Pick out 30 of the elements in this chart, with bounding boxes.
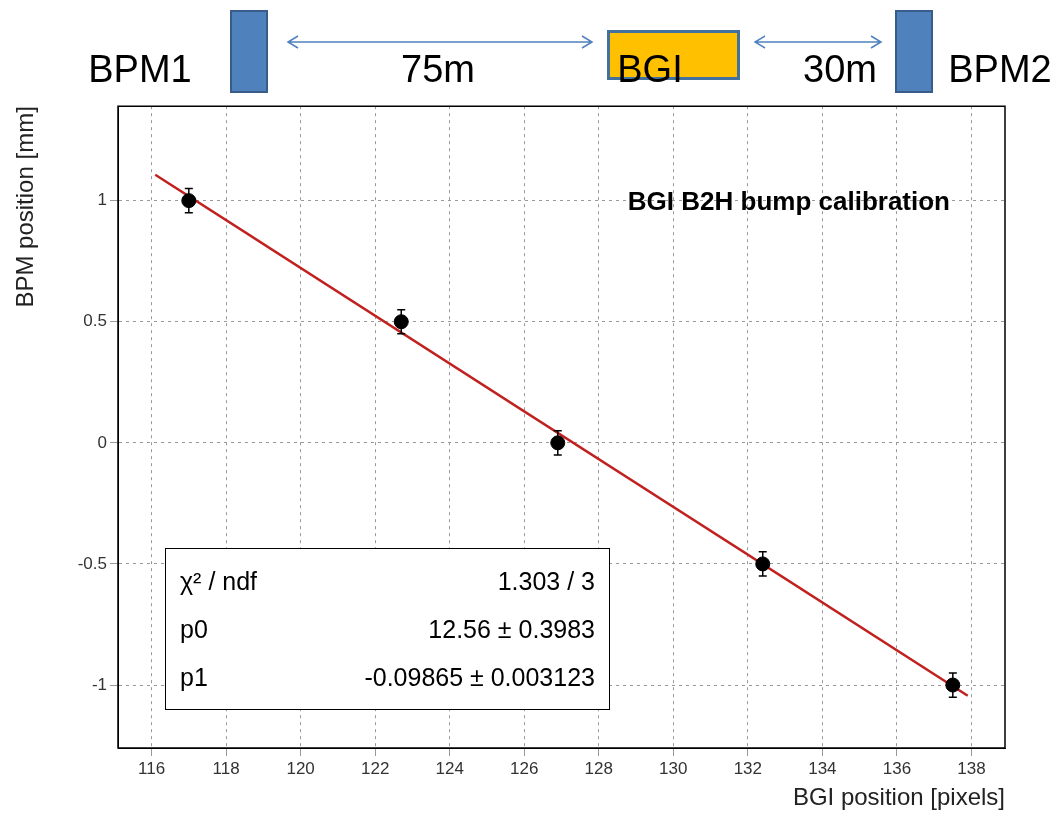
y-tick-label: 0.5 [83, 311, 107, 331]
x-tick-label: 120 [286, 758, 315, 778]
annotation: χ² / ndf [180, 566, 258, 596]
annotation: 1.303 / 3 [497, 566, 595, 596]
y-tick-label: 1 [97, 190, 107, 210]
x-tick-label: 126 [510, 758, 539, 778]
x-tick-label: 130 [659, 758, 688, 778]
text: BPM1 [88, 48, 192, 91]
y-axis-title: BPM position [mm] [11, 106, 39, 308]
text: BGI B2H bump calibration [627, 186, 950, 218]
annotation: p1 [180, 662, 208, 692]
text: 75m [401, 48, 475, 91]
annotation: p0 [180, 614, 208, 644]
x-tick-label: 116 [137, 758, 166, 778]
y-tick-label: -1 [91, 674, 107, 694]
y-tick-label: 0 [97, 432, 107, 452]
text: BPM2 [948, 48, 1052, 91]
x-tick-label: 122 [360, 758, 390, 778]
x-tick-label: 134 [808, 758, 837, 778]
y-tick-label: -0.5 [77, 553, 107, 573]
annotation: -0.09865 ± 0.003123 [364, 662, 595, 692]
x-tick-label: 124 [435, 758, 464, 778]
x-tick-label: 128 [584, 758, 613, 778]
text: 30m [803, 48, 877, 91]
annotation: 12.56 ± 0.3983 [428, 614, 595, 644]
x-axis-title: BGI position [pixels] [792, 783, 1005, 811]
x-tick-label: 136 [882, 758, 912, 778]
x-tick-label: 132 [733, 758, 763, 778]
x-tick-label: 138 [957, 758, 986, 778]
x-tick-label: 118 [212, 758, 240, 778]
